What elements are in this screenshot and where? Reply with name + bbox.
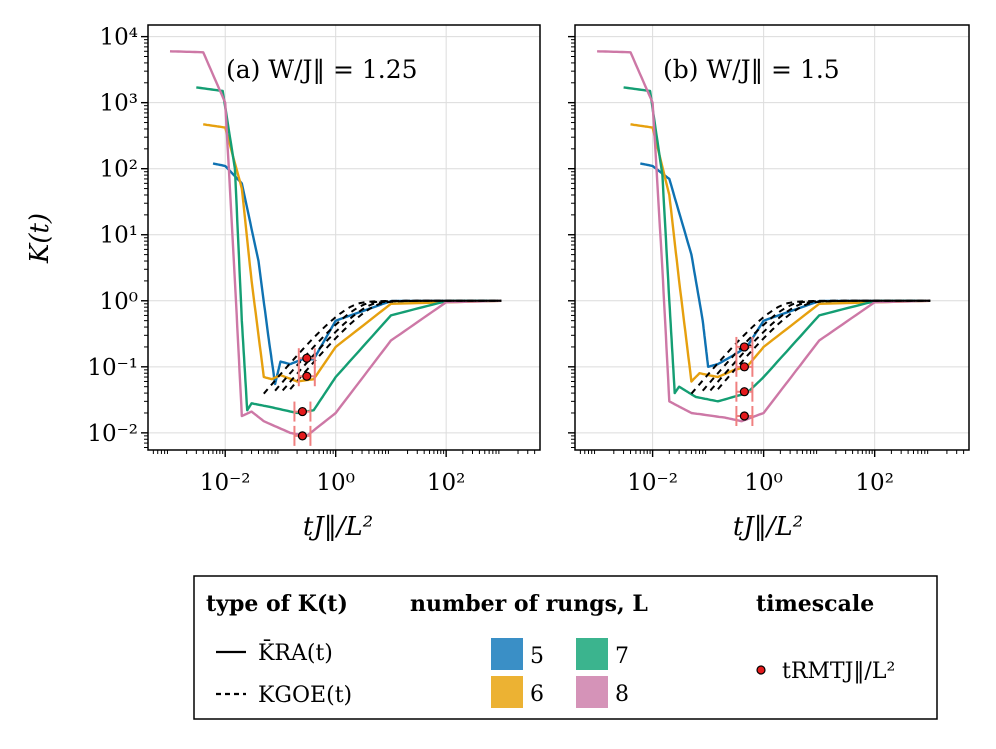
legend-ra-label: K̄RA(t) <box>258 639 333 666</box>
panel-b: 10⁻² 10⁰ 10² (b) W/J‖ = 1.5 tJ‖/L² <box>568 24 970 542</box>
y-tick-label-2: 10⁰ <box>100 289 139 315</box>
trmt-marker-L7-a <box>297 406 308 417</box>
legend-swatch-6 <box>491 676 523 708</box>
y-tick-label-0: 10⁻² <box>87 421 138 447</box>
legend-rung-5: 5 <box>530 644 544 669</box>
ticks-b: 10⁻² 10⁰ 10² <box>568 35 965 496</box>
legend-rung-7: 7 <box>615 644 629 669</box>
ra-curve-L8-b <box>597 50 931 423</box>
legend-swatch-8 <box>576 676 608 708</box>
legend-rung-6: 6 <box>530 682 544 707</box>
x-tick-label-a-1: 10⁰ <box>316 470 355 496</box>
trmt-marker-L5-a <box>302 353 312 363</box>
ticks-a: 10⁻² 10⁰ 10² 10⁻² 10⁻¹ 10⁰ 10¹ 10² 10³ 10⁴ <box>87 25 536 496</box>
goe-curve-L6-a <box>274 299 502 392</box>
x-axis-label-b: tJ‖/L² <box>733 512 803 542</box>
x-tick-label-a-2: 10² <box>427 470 466 496</box>
legend-swatch-5 <box>491 638 523 670</box>
goe-curve-L8-b <box>717 299 931 390</box>
y-tick-label-6: 10⁴ <box>100 25 139 51</box>
trmt-marker-L7-b <box>739 387 749 397</box>
trmt-marker-L6-b <box>739 362 749 372</box>
goe-curve-L8-a <box>289 299 502 390</box>
y-axis-label: K(t) <box>25 213 55 264</box>
curves-a <box>169 50 502 446</box>
legend: type of K(t) K̄RA(t) KGOE(t) number of r… <box>193 575 938 720</box>
ra-curve-L5-b <box>640 162 931 368</box>
legend-goe-label: KGOE(t) <box>258 683 352 708</box>
trmt-marker-L8-b <box>739 411 749 421</box>
y-tick-label-4: 10² <box>100 157 139 183</box>
trmt-marker-L8-a <box>297 431 308 441</box>
legend-rungs-header: number of rungs, L <box>410 591 648 617</box>
ra-curve-L8-a <box>169 50 502 438</box>
ra-curve-L6-a <box>203 123 502 383</box>
x-tick-label-a-0: 10⁻² <box>200 470 251 496</box>
ra-curve-L7-b <box>623 86 931 403</box>
x-tick-label-b-0: 10⁻² <box>627 470 678 496</box>
legend-rung-8: 8 <box>615 682 629 707</box>
y-tick-label-1: 10⁻¹ <box>87 355 138 381</box>
y-tick-label-5: 10³ <box>100 91 139 117</box>
ra-curve-L7-a <box>196 86 502 415</box>
x-tick-label-b-1: 10⁰ <box>744 470 783 496</box>
x-axis-label-a: tJ‖/L² <box>303 512 373 542</box>
legend-box <box>193 575 938 720</box>
trmt-marker-L5-b <box>739 342 749 352</box>
legend-trmt-marker <box>756 665 766 675</box>
legend-timescale-header: timescale <box>756 591 874 617</box>
legend-type-header: type of K(t) <box>206 591 348 617</box>
panel-title-a: (a) W/J‖ = 1.25 <box>226 55 418 85</box>
legend-trmt-label: tRMTJ‖/L² <box>782 659 895 684</box>
ra-curve-L6-b <box>630 123 931 383</box>
ra-curve-L5-a <box>212 162 502 386</box>
panel-a: 10⁻² 10⁰ 10² 10⁻² 10⁻¹ 10⁰ 10¹ 10² 10³ 10⁴ (a) W/… <box>87 24 541 542</box>
x-tick-label-b-2: 10² <box>855 470 894 496</box>
curves-b <box>597 50 931 426</box>
panel-title-b: (b) W/J‖ = 1.5 <box>663 55 840 85</box>
y-tick-label-3: 10¹ <box>100 223 139 249</box>
legend-swatch-7 <box>576 638 608 670</box>
trmt-marker-L6-a <box>302 371 312 381</box>
